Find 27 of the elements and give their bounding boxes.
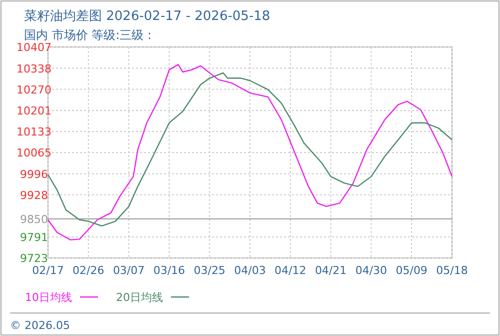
- x-tick-label: 05/18: [436, 264, 468, 277]
- legend-label: 20日均线: [116, 291, 163, 304]
- x-tick-label: 04/03: [234, 264, 266, 277]
- y-tick-label: 9723: [20, 252, 48, 265]
- x-tick-label: 05/09: [396, 264, 428, 277]
- legend-label: 10日均线: [25, 291, 72, 304]
- ref-line-label: 9850: [20, 212, 48, 226]
- x-tick-label: 02/17: [32, 264, 64, 277]
- y-tick-label: 10407: [16, 41, 52, 54]
- x-tick-label: 04/30: [355, 264, 388, 277]
- y-tick-label: 10065: [16, 146, 52, 160]
- x-tick-label: 03/07: [112, 264, 145, 277]
- y-tick-label: 9791: [20, 231, 48, 244]
- x-tick-label: 03/16: [153, 264, 186, 277]
- y-tick-label: 10270: [16, 83, 52, 96]
- y-tick-label: 10201: [16, 104, 52, 118]
- x-tick-label: 04/21: [314, 264, 347, 277]
- y-tick-label: 10338: [16, 62, 52, 76]
- y-tick-label: 9928: [20, 188, 48, 202]
- x-tick-label: 02/26: [72, 264, 104, 277]
- chart-subtitle: 国内 市场价 等级:三级 :: [24, 28, 152, 42]
- y-tick-label: 10133: [16, 126, 52, 139]
- title: 菜籽油均差图 2026-02-17 - 2026-05-18: [24, 9, 270, 24]
- x-tick-label: 03/25: [194, 264, 226, 277]
- text: © 2026.05: [10, 319, 70, 332]
- y-tick-label: 9996: [20, 168, 48, 181]
- x-tick-label: 04/12: [274, 264, 306, 277]
